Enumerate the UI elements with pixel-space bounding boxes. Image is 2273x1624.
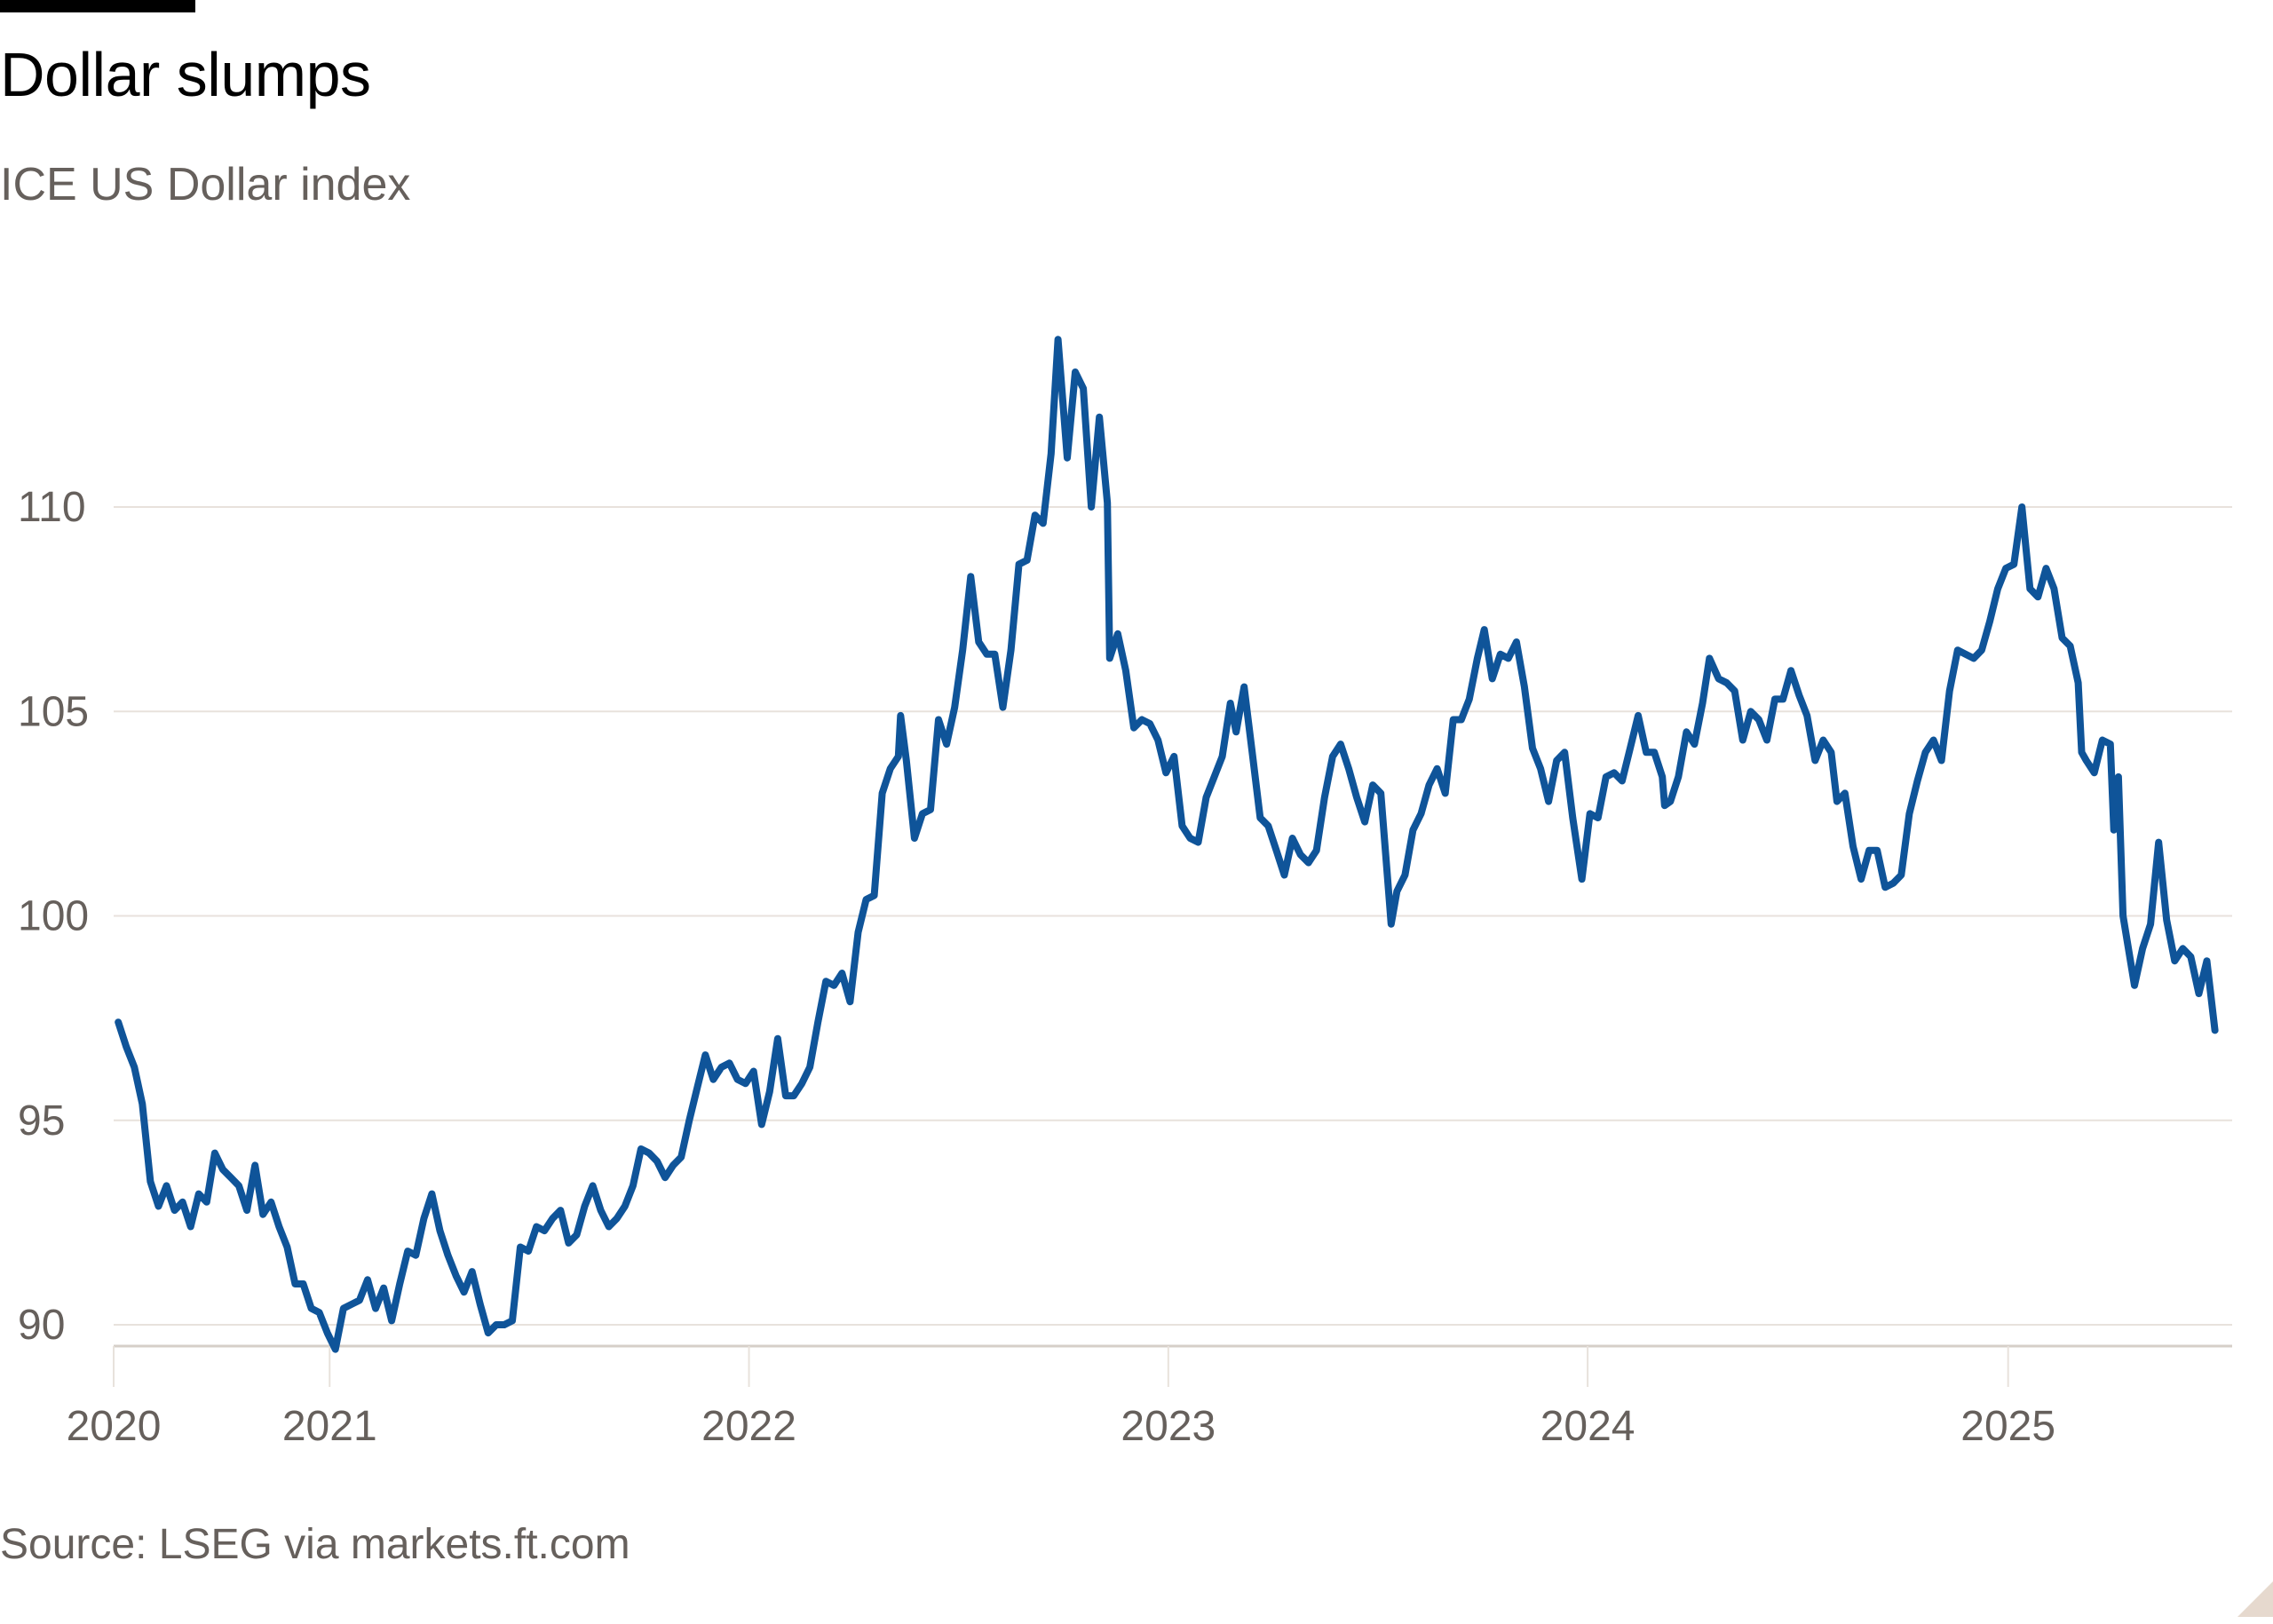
x-tick-label: 2023 xyxy=(1121,1403,1216,1450)
x-tick-label: 2024 xyxy=(1540,1403,1635,1450)
series-layer xyxy=(115,336,2219,1353)
brand-bar xyxy=(0,0,195,12)
y-axis: 90 95 100 105 110 xyxy=(18,484,89,1349)
source-note: Source: LSEG via markets.ft.com xyxy=(0,1521,630,1568)
x-tick-label: 2025 xyxy=(1960,1403,2055,1450)
y-gridlines xyxy=(114,506,2232,1326)
resize-grip-icon xyxy=(2237,1581,2273,1617)
y-tick-label: 95 xyxy=(18,1097,65,1145)
x-axis: 2020 2021 2022 2023 2024 2025 xyxy=(67,1344,2232,1450)
y-tick-label: 110 xyxy=(18,484,86,531)
chart-subtitle: ICE US Dollar index xyxy=(0,159,411,210)
y-tick-label: 105 xyxy=(18,688,89,735)
y-tick-label: 100 xyxy=(18,893,89,940)
chart-title: Dollar slumps xyxy=(0,40,371,109)
y-tick-label: 90 xyxy=(18,1302,65,1349)
dollar-index-line xyxy=(115,336,2219,1353)
x-tick-label: 2020 xyxy=(67,1403,162,1450)
x-tick-label: 2022 xyxy=(701,1403,796,1450)
x-tick-label: 2021 xyxy=(282,1403,377,1450)
